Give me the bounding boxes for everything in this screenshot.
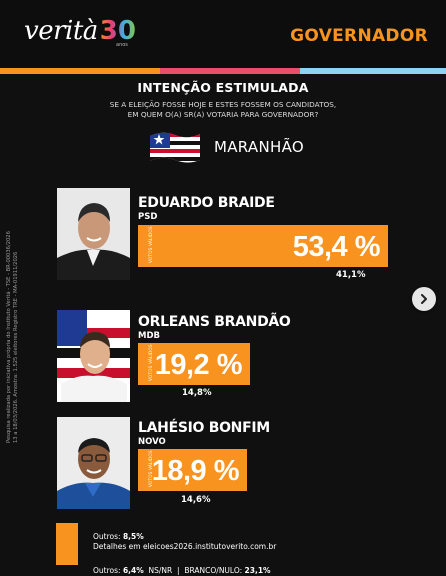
others-line: Outros: 8,5% [93,532,144,541]
state-name: MARANHÃO [214,138,304,156]
color-stripe [0,68,446,74]
methodology-line-1: Pesquisa realizada por iniciativa própri… [6,231,12,443]
blank-null-value: 23,1% [244,566,271,575]
others-value: 8,5% [122,532,144,541]
question-line-1: SE A ELEIÇÃO FOSSE HOJE E ESTES FOSSEM O… [109,100,337,109]
others2-label: Outros: [93,566,121,575]
candidate-name: ORLEANS BRANDÃO [138,314,291,330]
separator: | [177,566,180,575]
question-line-2: EM QUEM O(A) SR(A) VOTARIA PARA GOVERNAD… [127,110,319,119]
chevron-right-icon [421,294,427,304]
methodology-line-2: 13 a 18/03/2026. Amostra: 1.525 eleitore… [13,251,19,443]
result-bar: VOTOS VÁLIDOS 18,9 % [138,449,247,491]
summary-line: Outros: 6,4% NS/NR | BRANCO/NULO: 23,1% [93,566,271,575]
candidate-name: EDUARDO BRAIDE [138,195,275,211]
state-row: MARANHÃO [148,130,304,164]
candidate-party: PSD [138,212,158,222]
logo-sub: anos [116,42,128,48]
nsnr-label: NS/NR [148,566,173,575]
blank-null-label: BRANCO/NULO: [184,566,243,575]
logo-text: verità [24,16,98,46]
candidate-name: LAHÉSIO BONFIM [138,420,270,436]
total-votes-percent: 41,1% [336,270,366,280]
verita-logo: verità 30 anos [24,16,136,48]
valid-votes-percent: 19,2 % [154,349,243,381]
footer-accent-box [56,523,78,565]
others2-value: 6,4% [122,566,144,575]
survey-question: SE A ELEIÇÃO FOSSE HOJE E ESTES FOSSEM O… [90,100,356,120]
valid-votes-percent: 18,9 % [151,455,240,487]
total-votes-percent: 14,8% [182,388,212,398]
total-votes-percent: 14,6% [181,495,211,505]
methodology-note: Pesquisa realizada por iniciativa própri… [6,213,20,443]
maranhao-flag-icon [148,130,202,164]
bar-label: VOTOS VÁLIDOS [148,226,153,263]
result-bar: VOTOS VÁLIDOS 53,4 % [138,225,388,267]
header: verità 30 anos GOVERNADOR [0,0,446,68]
others-label: Outros: [93,532,121,541]
survey-title: INTENÇÃO ESTIMULADA [137,80,309,95]
candidate-photo-brandao [57,310,130,402]
candidate-photo-braide [57,188,130,280]
carousel-next-button[interactable] [412,287,436,311]
result-bar: VOTOS VÁLIDOS 19,2 % [138,343,250,385]
candidate-photo-bonfim [57,417,130,509]
details-link[interactable]: Detalhes em eleicoes2026.institutoverito… [93,542,277,551]
valid-votes-percent: 53,4 % [292,231,381,263]
logo-number: 30 [99,16,136,46]
office-title: GOVERNADOR [290,26,428,46]
candidate-party: MDB [138,331,160,341]
candidate-party: NOVO [138,437,166,447]
